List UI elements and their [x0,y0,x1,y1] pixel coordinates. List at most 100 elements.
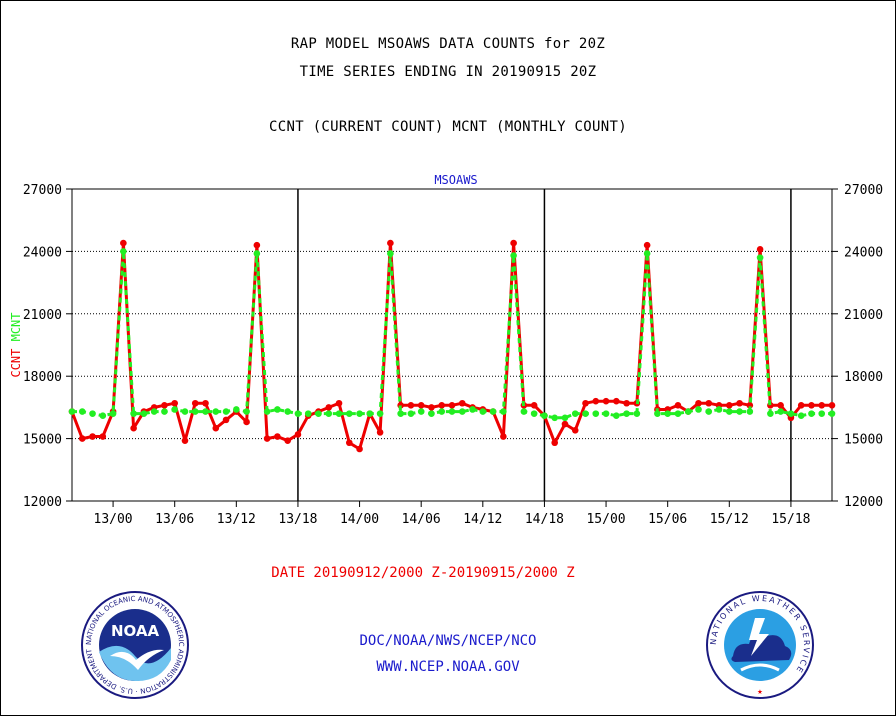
data-point-mcnt [181,408,189,415]
data-point-ccnt [458,399,466,407]
data-point-mcnt [736,408,743,415]
data-point-ccnt [592,397,600,405]
y-tick-label-right: 12000 [844,495,883,510]
data-point-ccnt [243,418,250,426]
data-point-ccnt [387,239,394,247]
data-point-mcnt [130,410,137,417]
data-point-mcnt [633,410,641,417]
data-point-ccnt [756,246,764,253]
y-tick-label-left: 24000 [23,245,62,260]
data-point-ccnt [448,402,456,409]
data-point-mcnt [613,412,620,420]
data-point-ccnt [777,402,784,409]
data-point-ccnt [571,426,579,434]
series-line-mcnt [72,249,832,420]
y-tick-label-right: 21000 [844,308,883,323]
data-point-mcnt [120,248,127,255]
data-point-ccnt [78,435,86,442]
data-point-ccnt [191,399,199,407]
data-point-mcnt [458,408,466,415]
chart-subtitle: CCNT (CURRENT COUNT) MCNT (MONTHLY COUNT… [269,119,627,135]
data-point-ccnt [325,404,333,411]
data-point-mcnt [715,406,723,413]
data-point-mcnt [582,410,589,417]
data-point-mcnt [541,412,548,420]
data-point-mcnt [551,414,559,422]
data-point-ccnt [725,402,733,409]
data-point-ccnt [582,399,589,407]
data-point-mcnt [284,408,291,415]
y-tick-label-left: 21000 [23,308,62,323]
data-point-ccnt [407,402,415,409]
nws-star-icon: ★ [757,687,763,697]
data-point-mcnt [448,408,456,415]
data-point-ccnt [161,402,168,409]
data-point-mcnt [417,408,425,415]
data-point-mcnt [797,412,805,420]
data-point-mcnt [664,410,671,417]
data-point-mcnt [561,414,569,422]
org-label: DOC/NOAA/NWS/NCEP/NCO [359,633,537,649]
data-point-ccnt [274,433,281,440]
data-point-mcnt [171,406,179,413]
chart-title-line-2: TIME SERIES ENDING IN 20190915 20Z [299,64,597,80]
x-tick-label: 14/00 [340,512,379,527]
data-point-mcnt [828,410,836,417]
data-point-mcnt [746,408,754,415]
data-point-mcnt [233,406,240,413]
data-point-mcnt [592,410,600,417]
data-point-ccnt [89,433,96,440]
data-point-mcnt [787,410,795,417]
data-point-ccnt [428,404,435,411]
data-point-ccnt [345,439,353,447]
data-point-mcnt [643,250,651,257]
data-point-ccnt [695,399,702,407]
noaa-logo: NATIONAL OCEANIC AND ATMOSPHERIC ADMINIS… [80,590,189,699]
website-label: WWW.NCEP.NOAA.GOV [376,659,520,675]
data-point-mcnt [294,410,302,417]
data-point-ccnt [613,397,620,405]
data-point-mcnt [109,410,117,417]
data-point-mcnt [818,410,826,417]
y-axis-label: CCNT MCNT [9,312,23,377]
data-point-mcnt [777,408,784,415]
chart-title-line-1: RAP MODEL MSOAWS DATA COUNTS for 20Z [290,36,606,52]
data-point-ccnt [736,399,743,407]
y-tick-label-left: 27000 [23,183,62,198]
x-tick-label: 15/12 [710,512,749,527]
data-point-mcnt [397,410,404,417]
data-point-ccnt [181,437,189,444]
data-point-mcnt [161,408,168,415]
data-point-mcnt [304,410,312,417]
data-point-ccnt [818,402,826,409]
y-tick-label-right: 27000 [844,183,883,198]
noaa-logo-text: NOAA [111,622,160,640]
data-point-ccnt [828,402,836,409]
data-point-mcnt [500,408,507,415]
x-tick-label: 13/12 [217,512,256,527]
data-point-mcnt [68,408,76,415]
x-tick-label: 14/18 [525,512,564,527]
data-point-ccnt [438,402,446,409]
data-point-ccnt [808,402,815,409]
data-point-ccnt [674,402,682,409]
data-point-mcnt [78,408,86,415]
data-point-mcnt [767,410,774,417]
x-tick-label: 13/06 [155,512,194,527]
data-point-mcnt [695,406,702,413]
y-tick-label-right: 18000 [844,370,883,385]
y-axis-label-ccnt: CCNT [9,341,23,377]
data-point-mcnt [376,410,384,417]
y-axis-label-mcnt: MCNT [9,312,23,341]
data-point-mcnt [89,410,96,417]
data-point-mcnt [479,408,487,415]
series-line-ccnt [70,241,832,451]
data-point-ccnt [284,437,291,444]
data-point-mcnt [407,410,415,417]
data-point-mcnt [222,408,230,415]
data-point-mcnt [428,410,435,417]
data-point-mcnt [387,250,394,257]
data-point-mcnt [725,408,733,415]
data-point-ccnt [561,420,569,428]
data-point-ccnt [294,431,302,438]
